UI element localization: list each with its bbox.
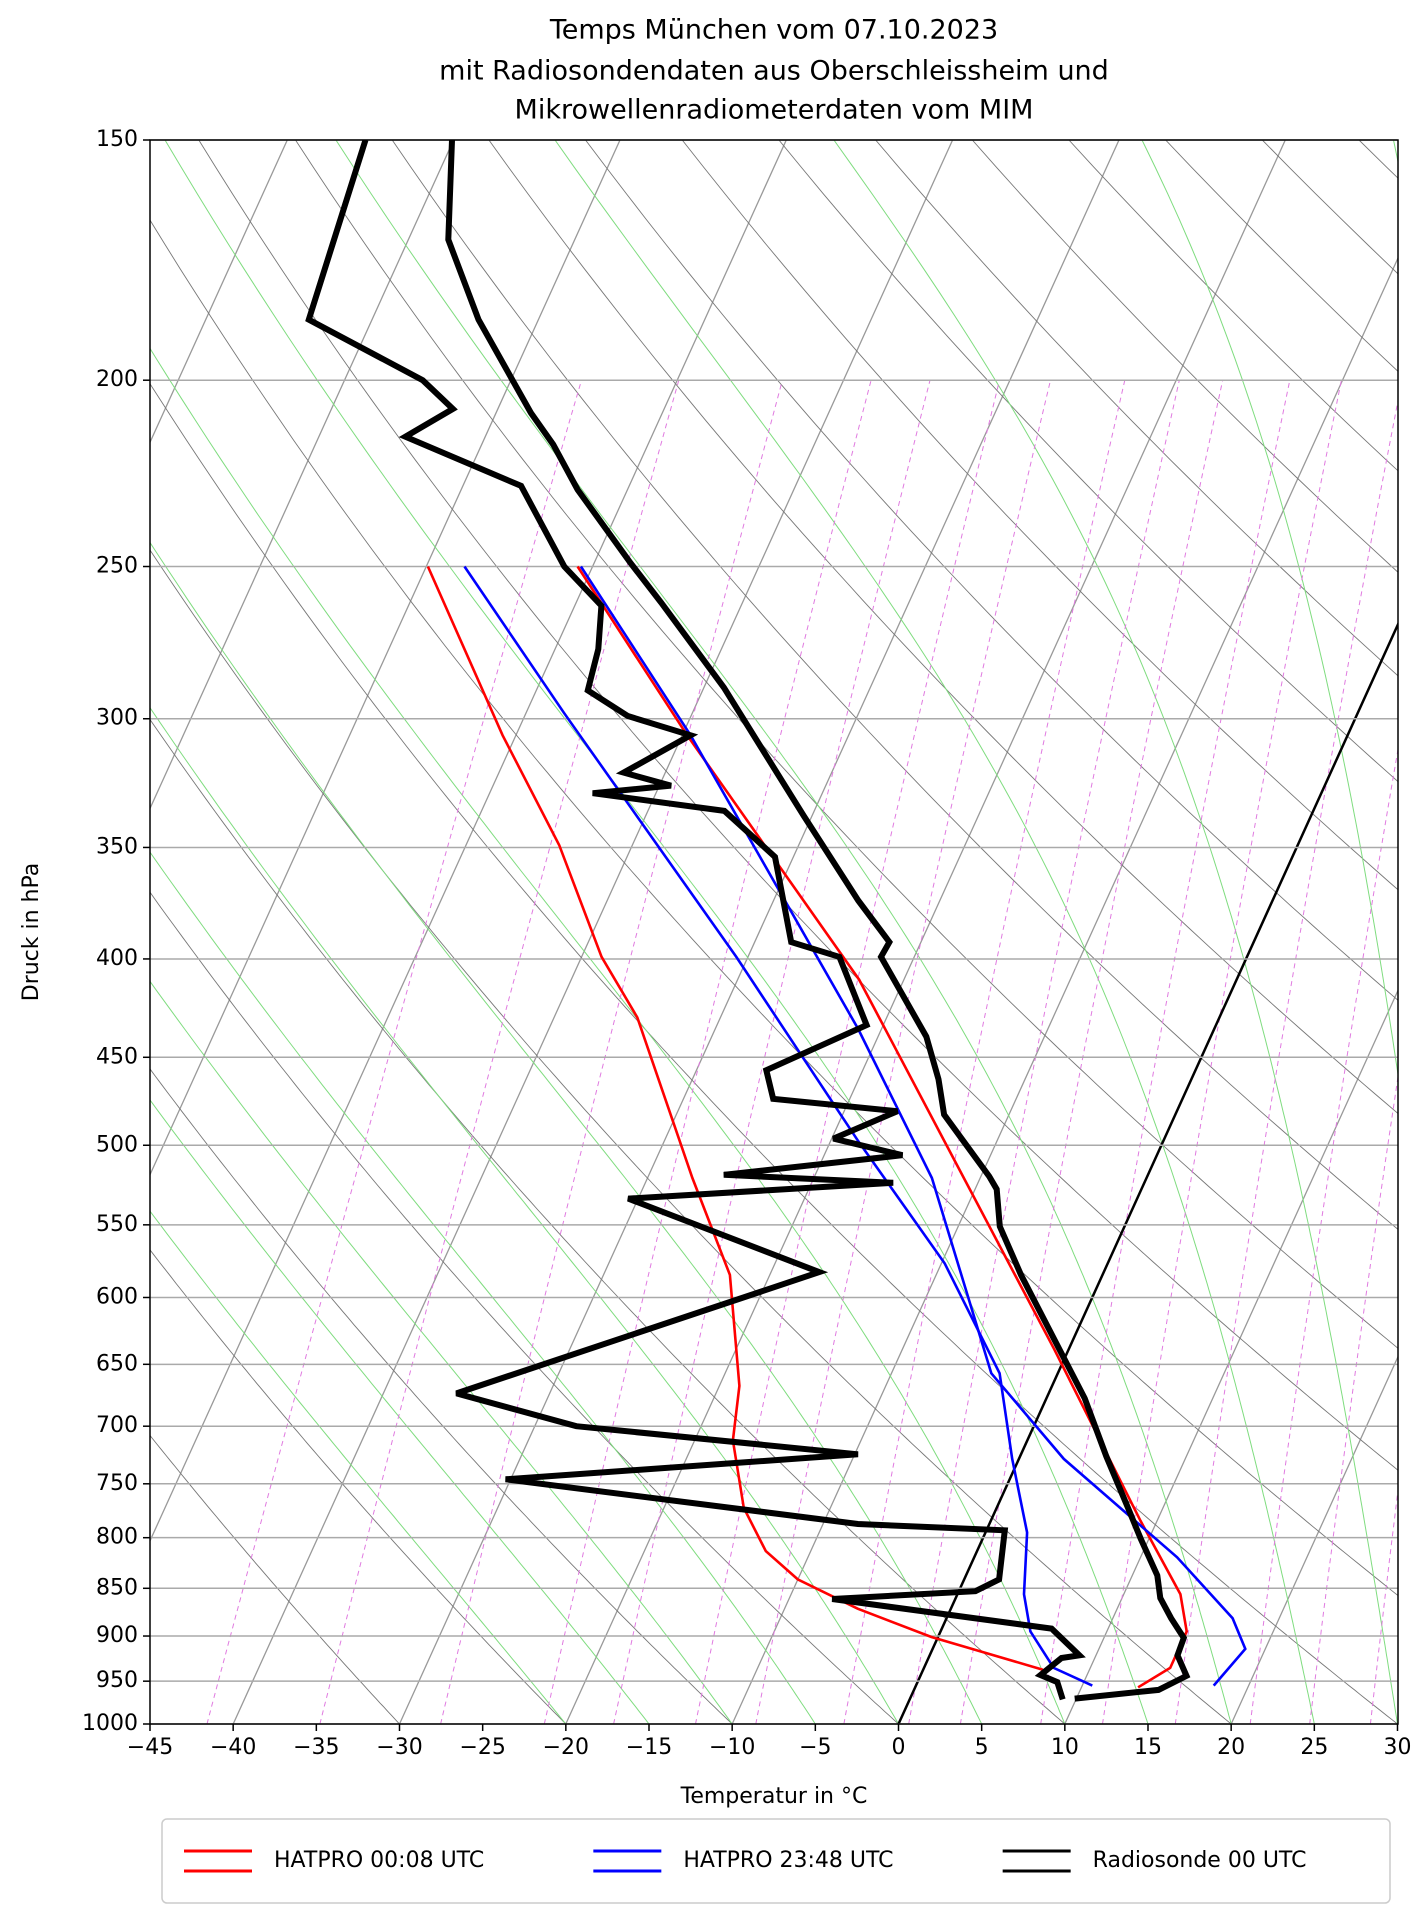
plot-lines bbox=[305, 140, 1247, 1702]
x-tick-label: −20 bbox=[543, 1735, 589, 1760]
y-tick-label: 950 bbox=[96, 1668, 138, 1693]
y-axis-label: Druck in hPa bbox=[19, 863, 44, 1002]
dry-adiabat bbox=[391, 140, 1398, 1230]
mixing-ratio-line bbox=[1309, 1073, 1398, 1724]
x-tick-label: 0 bbox=[892, 1735, 906, 1760]
moist-adiabat bbox=[150, 706, 899, 1724]
moist-adiabat bbox=[150, 347, 1066, 1724]
legend-box bbox=[161, 1818, 1391, 1904]
x-tick-label: 5 bbox=[975, 1735, 989, 1760]
x-tick-label: −10 bbox=[709, 1735, 755, 1760]
x-tick-label: 10 bbox=[1051, 1735, 1079, 1760]
dewpoint-line bbox=[463, 565, 1093, 1687]
y-tick-label: 750 bbox=[96, 1471, 138, 1496]
moist-adiabat bbox=[1141, 140, 1398, 1078]
y-tick-label: 700 bbox=[96, 1413, 138, 1438]
moist-adiabat bbox=[335, 140, 1232, 1724]
y-tick-label: 250 bbox=[96, 554, 138, 579]
y-tick-label: 350 bbox=[96, 834, 138, 859]
x-tick-label: −15 bbox=[626, 1735, 672, 1760]
mixing-ratio-line bbox=[319, 380, 680, 1724]
dry-adiabat bbox=[488, 140, 1398, 1115]
grid bbox=[150, 139, 1398, 1725]
y-tick-label: 900 bbox=[96, 1623, 138, 1648]
mixing-ratio-line bbox=[1249, 746, 1398, 1724]
y-tick-label: 650 bbox=[96, 1351, 138, 1376]
x-tick-label: −25 bbox=[459, 1735, 505, 1760]
dry-adiabat bbox=[150, 1249, 567, 1724]
dry-adiabat bbox=[150, 1434, 400, 1724]
y-tick-label: 800 bbox=[96, 1525, 138, 1550]
y-tick-label: 400 bbox=[96, 946, 138, 971]
y-tick-label: 500 bbox=[96, 1132, 138, 1157]
x-tick-label: 15 bbox=[1134, 1735, 1162, 1760]
mixing-ratio-line bbox=[1369, 1486, 1398, 1724]
mixing-ratio-line bbox=[1174, 398, 1398, 1724]
y-tick-label: 550 bbox=[96, 1212, 138, 1237]
chart-title: Temps München vom 07.10.2023 bbox=[549, 15, 998, 46]
moist-adiabat bbox=[150, 1210, 567, 1724]
freezing-isotherm bbox=[897, 621, 1398, 1724]
moist-adiabat bbox=[164, 140, 1149, 1724]
dry-adiabat bbox=[198, 140, 1398, 1471]
x-tick-label: 25 bbox=[1300, 1735, 1328, 1760]
moist-adiabat bbox=[554, 140, 1315, 1724]
x-tick-label: −40 bbox=[210, 1735, 256, 1760]
moist-adiabat bbox=[150, 1099, 650, 1724]
isotherm bbox=[150, 140, 621, 1177]
mixing-ratio-line bbox=[440, 380, 783, 1724]
isotherm bbox=[150, 140, 288, 444]
y-tick-label: 300 bbox=[96, 706, 138, 731]
x-tick-label: 20 bbox=[1217, 1735, 1245, 1760]
y-tick-label: 1000 bbox=[82, 1711, 138, 1736]
y-tick-label: 200 bbox=[96, 367, 138, 392]
plot-frame bbox=[149, 139, 1399, 1725]
dry-adiabat bbox=[295, 140, 1398, 1349]
legend: HATPRO 00:08 UTC HATPRO 23:48 UTC Radioson… bbox=[184, 1848, 1306, 1873]
isotherm bbox=[731, 256, 1398, 1724]
chart-subtitle: mit Radiosondendaten aus Oberschleisshei… bbox=[439, 56, 1109, 87]
legend-label: Radiosonde 00 UTC bbox=[1093, 1848, 1307, 1873]
isotherm bbox=[1064, 988, 1398, 1724]
x-tick-label: −35 bbox=[293, 1735, 339, 1760]
moist-adiabat bbox=[833, 140, 1398, 1724]
dry-adiabat bbox=[150, 1068, 733, 1724]
x-tick-label: −30 bbox=[376, 1735, 422, 1760]
dry-adiabat bbox=[778, 140, 1398, 783]
mixing-ratio-line bbox=[1102, 380, 1342, 1724]
y-tick-label: 600 bbox=[96, 1284, 138, 1309]
x-tick-label: −45 bbox=[127, 1735, 173, 1760]
isotherm bbox=[1230, 1355, 1398, 1724]
dry-adiabat bbox=[585, 140, 1398, 1001]
moist-adiabat bbox=[150, 851, 816, 1724]
dewpoint-line bbox=[305, 140, 1086, 1701]
dry-adiabat bbox=[150, 891, 899, 1724]
isotherm bbox=[398, 140, 1120, 1724]
axes: 1502002503003504004505005506006507007508… bbox=[82, 127, 1412, 1760]
isotherm bbox=[565, 140, 1286, 1724]
chart-subtitle: Mikrowellenradiometerdaten vom MIM bbox=[515, 95, 1034, 126]
temperature-line bbox=[579, 565, 1247, 1687]
temperature-line bbox=[445, 140, 1191, 1702]
legend-label: HATPRO 00:08 UTC bbox=[274, 1848, 484, 1873]
x-axis-label: Temperatur in °C bbox=[680, 1784, 868, 1809]
dry-adiabat bbox=[150, 549, 1232, 1724]
moist-adiabat bbox=[150, 980, 733, 1724]
y-tick-label: 850 bbox=[96, 1575, 138, 1600]
y-tick-label: 150 bbox=[96, 127, 138, 152]
legend-label: HATPRO 23:48 UTC bbox=[683, 1848, 893, 1873]
dry-adiabat bbox=[681, 140, 1398, 891]
isotherm bbox=[150, 140, 787, 1543]
x-tick-label: 30 bbox=[1384, 1735, 1412, 1760]
y-tick-label: 450 bbox=[96, 1044, 138, 1069]
dry-adiabat bbox=[150, 382, 1398, 1724]
x-tick-label: −5 bbox=[799, 1735, 831, 1760]
